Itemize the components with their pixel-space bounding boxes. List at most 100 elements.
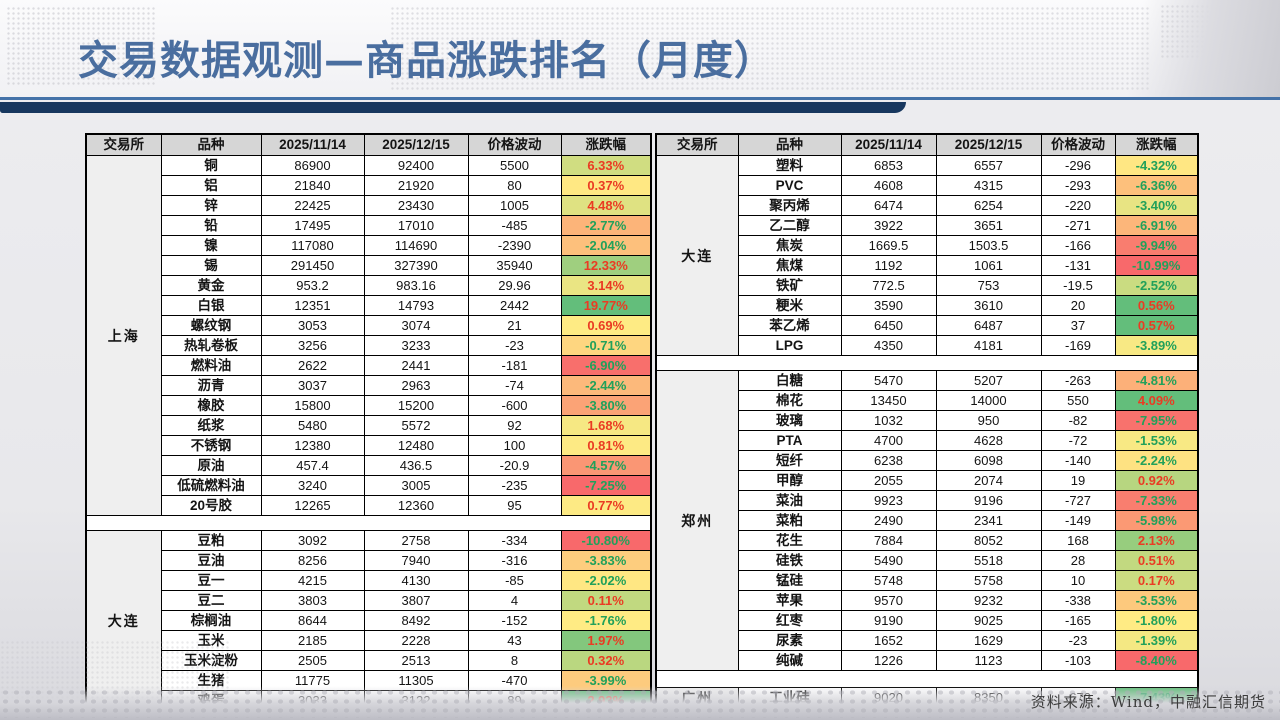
commodity-name: 沥青 — [160, 375, 262, 396]
table-row: 乙二醇 3922 3651 -271 -6.91% — [656, 215, 1199, 236]
price-start: 2055 — [840, 470, 937, 491]
price-end: 6557 — [935, 155, 1042, 176]
price-start: 17495 — [260, 215, 365, 236]
price-start: 3922 — [840, 215, 937, 236]
price-start: 13450 — [840, 390, 937, 411]
column-header: 涨跌幅 — [1114, 133, 1199, 156]
commodity-name: 黄金 — [160, 275, 262, 296]
table-row: 镍 117080 114690 -2390 -2.04% — [86, 235, 652, 256]
price-start: 9570 — [840, 590, 937, 611]
price-change: 4 — [467, 590, 562, 611]
commodity-name: 短纤 — [737, 450, 842, 471]
change-percent: -6.90% — [560, 355, 652, 376]
table-row: PVC 4608 4315 -293 -6.36% — [656, 175, 1199, 196]
price-end: 2963 — [363, 375, 469, 396]
change-percent: 0.17% — [1114, 570, 1199, 591]
commodity-name: 花生 — [737, 530, 842, 551]
price-end: 7940 — [363, 550, 469, 571]
price-end: 8492 — [363, 610, 469, 631]
price-start: 2490 — [840, 510, 937, 531]
table-row: 菜粕 2490 2341 -149 -5.98% — [656, 510, 1199, 531]
price-end: 5207 — [935, 370, 1042, 391]
price-change: -2390 — [467, 235, 562, 256]
header-band — [0, 0, 1280, 97]
price-end: 983.16 — [363, 275, 469, 296]
table-row: 聚丙烯 6474 6254 -220 -3.40% — [656, 195, 1199, 216]
commodity-name: 硅铁 — [737, 550, 842, 571]
price-change: -181 — [467, 355, 562, 376]
column-header: 涨跌幅 — [560, 133, 652, 156]
change-percent: 0.37% — [560, 175, 652, 196]
change-percent: 12.33% — [560, 255, 652, 276]
price-start: 3037 — [260, 375, 365, 396]
exchange-label: 大连 — [655, 155, 739, 356]
commodity-name: 铝 — [160, 175, 262, 196]
change-percent: 0.51% — [1114, 550, 1199, 571]
table-row: 菜油 9923 9196 -727 -7.33% — [656, 490, 1199, 511]
table-row: 纸浆 5480 5572 92 1.68% — [86, 415, 652, 436]
change-percent: -4.57% — [560, 455, 652, 476]
table-row: 白银 12351 14793 2442 19.77% — [86, 295, 652, 316]
column-header: 价格波动 — [467, 133, 562, 156]
change-percent: -10.99% — [1114, 255, 1199, 276]
table-row: 苯乙烯 6450 6487 37 0.57% — [656, 315, 1199, 336]
price-end: 3651 — [935, 215, 1042, 236]
price-change: -166 — [1040, 235, 1116, 256]
table-row: 大连 塑料 6853 6557 -296 -4.32% — [655, 155, 1199, 356]
price-start: 1226 — [840, 650, 937, 671]
price-change: -23 — [467, 335, 562, 356]
commodity-name: 菜粕 — [737, 510, 842, 531]
section-separator-cell — [86, 515, 651, 531]
change-percent: 2.13% — [1114, 530, 1199, 551]
price-start: 291450 — [260, 255, 365, 276]
table-row: 郑州 白糖 5470 5207 -263 -4.81% — [655, 370, 1199, 671]
commodity-name: 螺纹钢 — [160, 315, 262, 336]
change-percent: -1.53% — [1114, 430, 1199, 451]
price-change: 8 — [467, 650, 562, 671]
price-end: 6487 — [935, 315, 1042, 336]
price-start: 12380 — [260, 435, 365, 456]
commodity-name: 聚丙烯 — [737, 195, 842, 216]
price-end: 327390 — [363, 255, 469, 276]
change-percent: 1.68% — [560, 415, 652, 436]
change-percent: -4.81% — [1114, 370, 1199, 391]
table-row: 黄金 953.2 983.16 29.96 3.14% — [86, 275, 652, 296]
change-percent: -7.95% — [1114, 410, 1199, 431]
price-end: 5758 — [935, 570, 1042, 591]
price-end: 8052 — [935, 530, 1042, 551]
commodity-name: 燃料油 — [160, 355, 262, 376]
price-change: 168 — [1040, 530, 1116, 551]
price-start: 3256 — [260, 335, 365, 356]
change-percent: -2.24% — [1114, 450, 1199, 471]
price-change: 10 — [1040, 570, 1116, 591]
commodity-name: 铅 — [160, 215, 262, 236]
price-change: -727 — [1040, 490, 1116, 511]
change-percent: 1.97% — [560, 630, 652, 651]
commodity-name: 苯乙烯 — [737, 315, 842, 336]
price-end: 17010 — [363, 215, 469, 236]
commodity-name: 锡 — [160, 255, 262, 276]
price-change: -334 — [467, 530, 562, 551]
commodity-name: 豆粕 — [160, 530, 262, 551]
section-separator-cell — [656, 355, 1198, 371]
price-start: 7884 — [840, 530, 937, 551]
column-header: 价格波动 — [1040, 133, 1116, 156]
price-change: 92 — [467, 415, 562, 436]
price-end: 114690 — [363, 235, 469, 256]
price-change: -600 — [467, 395, 562, 416]
table-row: 红枣 9190 9025 -165 -1.80% — [656, 610, 1199, 631]
table-row: 低硫燃料油 3240 3005 -235 -7.25% — [86, 475, 652, 496]
price-start: 1192 — [840, 255, 937, 276]
price-start: 4608 — [840, 175, 937, 196]
table-row: 硅铁 5490 5518 28 0.51% — [656, 550, 1199, 571]
commodity-name: 红枣 — [737, 610, 842, 631]
price-change: -296 — [1040, 155, 1116, 176]
price-start: 3240 — [260, 475, 365, 496]
change-percent: 6.33% — [560, 155, 652, 176]
price-start: 9923 — [840, 490, 937, 511]
column-header: 交易所 — [655, 133, 739, 156]
section-separator — [86, 515, 651, 531]
price-start: 86900 — [260, 155, 365, 176]
price-start: 3803 — [260, 590, 365, 611]
change-percent: -1.39% — [1114, 630, 1199, 651]
